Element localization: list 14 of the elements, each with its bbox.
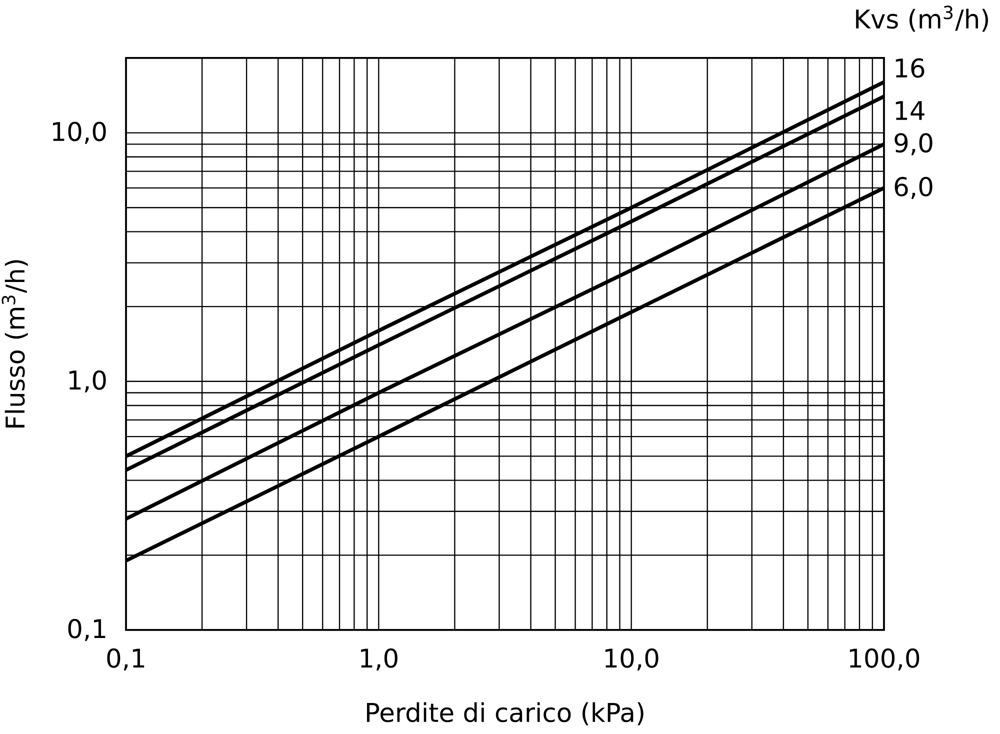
series-label: 14 — [896, 101, 924, 120]
y-tick-label: 0,1 — [68, 618, 106, 642]
series-label: 9,0 — [894, 133, 932, 156]
y-tick-label: 10,0 — [53, 122, 106, 144]
series-label: 16 — [896, 58, 924, 78]
x-axis-title: Perdite di carico (kPa) — [366, 702, 644, 726]
x-tick-label: 10,0 — [605, 648, 658, 671]
series-label: 6,0 — [894, 176, 932, 200]
x-tick-label: 100,0 — [850, 648, 920, 671]
x-tick-label: 0,1 — [107, 648, 144, 671]
legend-title: Kvs (m$^{3}$/h) — [856, 6, 988, 32]
y-tick-label: 1,0 — [69, 370, 106, 392]
x-tick-label: 1,0 — [361, 648, 398, 671]
y-axis-title: Flusso (m$^{3}$/h) — [2, 260, 28, 428]
